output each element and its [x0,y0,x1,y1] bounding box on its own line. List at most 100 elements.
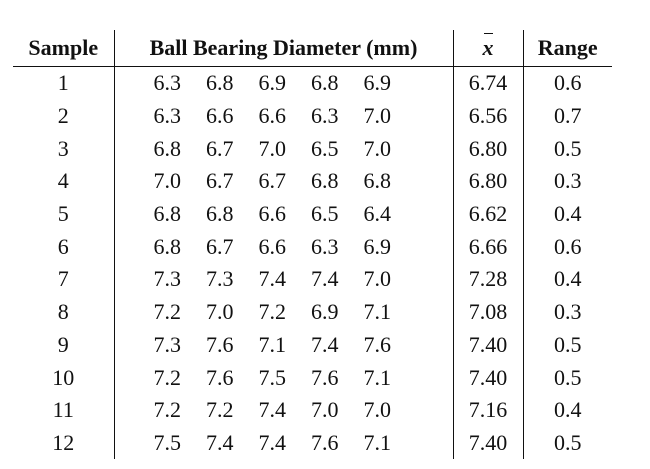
table-row: 12 7.5 7.4 7.4 7.6 7.1 7.40 0.5 [13,426,612,460]
diameter-values-group: 6.3 6.8 6.9 6.8 6.9 [115,70,453,96]
sample-mean: 7.16 [468,397,508,423]
diameter-value: 6.7 [206,135,234,161]
sample-range: 0.5 [522,132,612,166]
sample-number: 12 [52,429,75,455]
diameter-value: 6.6 [206,103,234,129]
sample-number: 9 [57,331,69,357]
table-row: 2 6.3 6.6 6.6 6.3 7.0 6.56 0.7 [13,99,612,133]
diameter-values: 7.2 7.0 7.2 6.9 7.1 [113,295,454,329]
diameter-value: 6.8 [153,135,182,161]
diameter-value: 7.6 [363,331,392,357]
header-range: Range [522,30,612,67]
diameter-values-group: 6.8 6.7 6.6 6.3 6.9 [115,234,453,260]
diameter-value: 7.0 [311,397,339,423]
diameter-values: 7.2 7.6 7.5 7.6 7.1 [113,361,454,394]
diameter-value: 6.3 [311,233,339,259]
table-row: 10 7.2 7.6 7.5 7.6 7.1 7.40 0.5 [13,361,612,394]
diameter-values-group: 7.2 7.2 7.4 7.0 7.0 [115,397,453,423]
sample-mean: 6.80 [468,168,508,194]
diameter-value: 6.7 [206,168,234,194]
diameter-value: 7.3 [206,266,234,292]
table-row: 7 7.3 7.3 7.4 7.4 7.0 7.28 0.4 [13,263,612,296]
diameter-values: 6.8 6.7 6.6 6.3 6.9 [113,230,454,264]
diameter-values-group: 7.5 7.4 7.4 7.6 7.1 [115,430,453,456]
diameter-value: 7.6 [206,331,234,357]
diameter-value: 7.1 [363,299,392,325]
diameter-value: 6.3 [153,103,182,129]
header-sample: Sample [13,30,114,67]
diameter-values: 7.3 7.3 7.4 7.4 7.0 [113,263,454,296]
diameter-value: 7.0 [363,266,392,292]
sample-number: 6 [57,233,69,259]
diameter-value: 7.4 [206,429,234,455]
sample-mean: 7.40 [468,429,508,455]
diameter-value: 6.8 [206,201,234,227]
table-row: 11 7.2 7.2 7.4 7.0 7.0 7.16 0.4 [13,393,612,427]
diameter-value: 7.0 [153,168,182,194]
diameter-value: 6.8 [311,168,339,194]
sample-mean: 7.28 [468,266,508,292]
diameter-value: 6.9 [363,70,392,96]
diameter-value: 7.0 [363,397,392,423]
sample-number: 1 [57,70,69,96]
diameter-value: 7.1 [363,429,392,455]
diameter-value: 7.0 [363,135,392,161]
diameter-value: 7.2 [258,299,287,325]
diameter-value: 6.8 [311,70,339,96]
diameter-value: 6.5 [311,135,339,161]
header-row: Sample Ball Bearing Diameter (mm) x Rang… [13,30,612,67]
sample-mean: 6.80 [468,135,508,161]
diameter-value: 7.4 [258,397,287,423]
diameter-value: 7.5 [153,429,182,455]
diameter-values: 7.0 6.7 6.7 6.8 6.8 [113,165,454,198]
diameter-values: 6.8 6.7 7.0 6.5 7.0 [113,132,454,166]
diameter-values-group: 6.8 6.8 6.6 6.5 6.4 [115,201,453,227]
diameter-value: 6.8 [363,168,392,194]
table-row: 4 7.0 6.7 6.7 6.8 6.8 6.80 0.3 [13,165,612,198]
diameter-value: 6.5 [311,201,339,227]
sample-number: 11 [52,397,74,423]
sample-range: 0.7 [522,99,612,133]
sample-range: 0.3 [522,295,612,329]
sample-mean: 6.66 [468,233,508,259]
diameter-value: 7.2 [153,397,182,423]
sample-range: 0.5 [522,328,612,362]
sample-number: 7 [57,266,69,292]
diameter-values-group: 7.2 7.0 7.2 6.9 7.1 [115,299,453,325]
diameter-value: 7.6 [311,364,339,390]
diameter-value: 6.9 [258,70,287,96]
diameter-value: 7.6 [311,429,339,455]
diameter-value: 6.6 [258,103,287,129]
diameter-value: 6.8 [153,201,182,227]
sample-range: 0.3 [522,165,612,198]
x-bar-symbol: x [482,33,494,60]
table-row: 6 6.8 6.7 6.6 6.3 6.9 6.66 0.6 [13,230,612,264]
diameter-values: 7.2 7.2 7.4 7.0 7.0 [113,393,454,427]
sample-number: 4 [57,168,69,194]
sample-mean: 7.40 [468,364,508,390]
sample-mean: 6.74 [468,70,508,96]
diameter-value: 7.2 [153,299,182,325]
diameter-values: 6.3 6.6 6.6 6.3 7.0 [113,99,454,133]
diameter-value: 6.6 [258,201,287,227]
diameter-value: 6.9 [363,233,392,259]
sample-range: 0.4 [522,197,612,231]
table-row: 9 7.3 7.6 7.1 7.4 7.6 7.40 0.5 [13,328,612,362]
diameter-value: 7.0 [363,103,392,129]
diameter-value: 6.7 [206,233,234,259]
sample-number: 8 [57,299,69,325]
sample-mean: 6.56 [468,103,508,129]
diameter-value: 7.5 [258,364,287,390]
header-diameter: Ball Bearing Diameter (mm) [113,30,454,67]
diameter-values-group: 6.3 6.6 6.6 6.3 7.0 [115,103,453,129]
sample-range: 0.4 [522,393,612,427]
sample-number: 10 [52,364,75,390]
sample-number: 2 [57,103,69,129]
sample-range: 0.4 [522,263,612,296]
diameter-value: 6.8 [206,70,234,96]
sample-range: 0.5 [522,361,612,394]
table-row: 8 7.2 7.0 7.2 6.9 7.1 7.08 0.3 [13,295,612,329]
diameter-value: 6.7 [258,168,287,194]
table-header: Sample Ball Bearing Diameter (mm) x Rang… [13,30,612,67]
diameter-value: 7.3 [153,266,182,292]
